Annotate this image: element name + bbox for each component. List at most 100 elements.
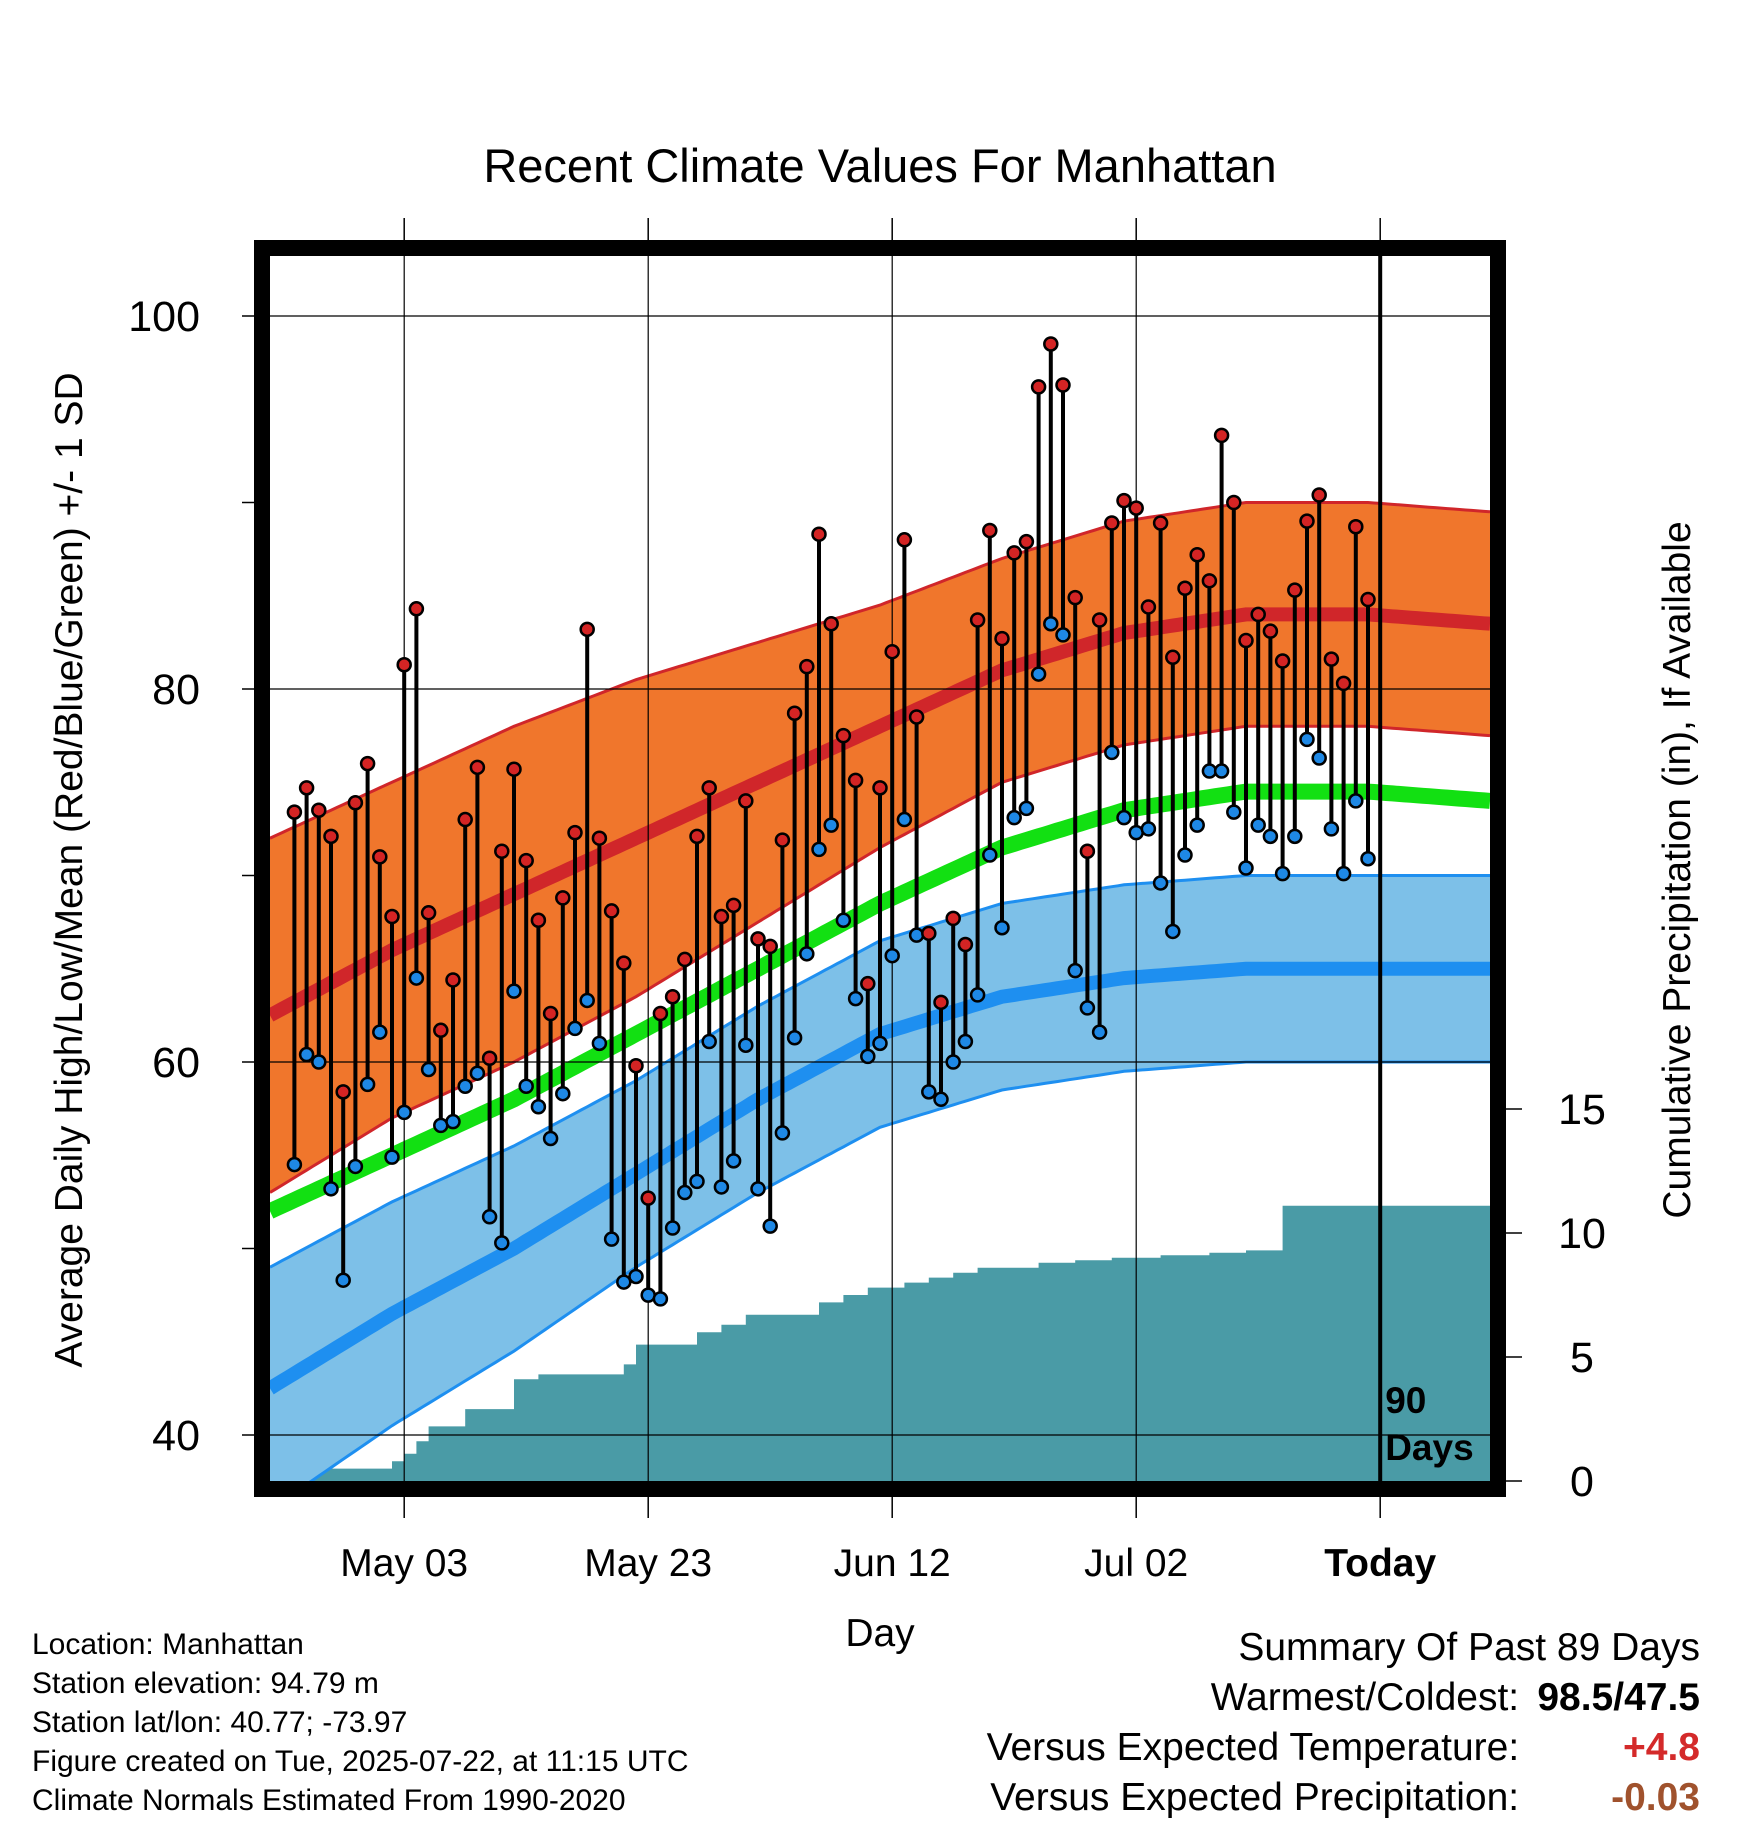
daily-high-point: [1360, 591, 1376, 608]
daily-high-point: [640, 1190, 656, 1206]
daily-high-point: [725, 897, 742, 914]
daily-high-point: [1226, 494, 1242, 511]
precip-anomaly-value: -0.03: [1611, 1776, 1700, 1819]
y-tick-label: 40: [152, 1412, 200, 1460]
temp-anomaly-label: Versus Expected Temperature:: [986, 1726, 1520, 1769]
daily-high-point: [1335, 675, 1352, 692]
daily-high-point: [762, 938, 778, 955]
daily-high-point: [652, 1005, 669, 1022]
temp-anomaly-row: Versus Expected Temperature: +4.8: [987, 1723, 1700, 1773]
temp-anomaly-value: +4.8: [1623, 1726, 1700, 1769]
daily-high-point: [396, 657, 412, 673]
y2-tick-label: 15: [1558, 1086, 1606, 1134]
daily-high-point: [494, 843, 510, 860]
x-tick-label: May 03: [340, 1542, 468, 1585]
daily-high-point: [1201, 573, 1218, 589]
daily-high-point: [811, 526, 827, 542]
daily-low-point: [933, 1091, 949, 1108]
daily-high-point: [957, 936, 974, 953]
axes: 40 60 80 100 0 5 10 15 May 03 May 23 Jun 12 Jul 02 T…: [128, 218, 1606, 1585]
daily-high-point: [384, 908, 400, 925]
today-days-label: Days: [1385, 1427, 1473, 1468]
daily-high-point: [1104, 515, 1120, 531]
daily-low-point: [823, 817, 839, 833]
daily-low-point: [579, 992, 595, 1009]
daily-low-point: [1226, 804, 1242, 820]
daily-high-point: [774, 832, 791, 848]
daily-high-point: [1091, 612, 1108, 628]
daily-high-point: [664, 988, 681, 1005]
daily-high-point: [469, 759, 486, 776]
daily-high-point: [750, 931, 766, 947]
daily-low-point: [908, 927, 925, 943]
daily-low-point: [750, 1181, 766, 1197]
daily-high-point: [1177, 580, 1193, 597]
daily-high-point: [1274, 653, 1291, 669]
daily-low-point: [542, 1130, 559, 1147]
y-tick-label: 100: [128, 293, 200, 341]
x-tick-label: Jul 02: [1084, 1542, 1188, 1585]
daily-low-point: [872, 1035, 888, 1052]
y-tick-label: 60: [152, 1039, 200, 1087]
y2-axis-label: Cumulative Precipitation (in), If Availa…: [1656, 521, 1699, 1218]
daily-low-point: [396, 1104, 412, 1121]
daily-high-point: [1128, 500, 1144, 516]
daily-high-point: [481, 1050, 498, 1067]
normals-text: Climate Normals Estimated From 1990-2020: [32, 1784, 626, 1817]
precip-anomaly-row: Versus Expected Precipitation: -0.03: [987, 1773, 1700, 1823]
daily-high-point: [457, 811, 473, 828]
daily-high-point: [1250, 606, 1266, 623]
daily-high-point: [1067, 589, 1083, 606]
daily-low-point: [677, 1184, 693, 1201]
daily-low-point: [1299, 731, 1315, 748]
daily-low-point: [1177, 847, 1193, 863]
daily-low-point: [811, 841, 827, 858]
daily-high-point: [530, 912, 547, 929]
daily-high-point: [1055, 377, 1071, 393]
location-text: Location: Manhattan: [32, 1628, 304, 1661]
daily-low-point: [896, 811, 913, 828]
chart-title: Recent Climate Values For Manhattan: [483, 139, 1276, 192]
daily-low-point: [1018, 800, 1035, 817]
daily-low-point: [1104, 744, 1120, 761]
daily-high-point: [1213, 427, 1230, 444]
daily-low-point: [420, 1061, 437, 1078]
daily-high-point: [518, 852, 534, 869]
daily-low-point: [1043, 615, 1059, 632]
daily-low-point: [1116, 809, 1132, 826]
daily-low-point: [957, 1033, 974, 1050]
daily-high-point: [689, 828, 705, 845]
daily-low-point: [1140, 821, 1157, 837]
daily-high-point: [542, 1005, 559, 1022]
daily-low-point: [652, 1291, 669, 1307]
daily-low-point: [298, 1046, 315, 1063]
daily-low-point: [616, 1274, 632, 1290]
daily-high-point: [982, 522, 998, 539]
daily-high-point: [408, 601, 425, 617]
daily-high-point: [1189, 546, 1205, 563]
daily-high-point: [969, 612, 986, 628]
daily-low-point: [1274, 865, 1291, 882]
daily-low-point: [884, 947, 900, 964]
daily-low-point: [799, 946, 815, 962]
daily-high-point: [896, 532, 913, 548]
high-band-upper-edge: [270, 501, 1490, 840]
warmest-coldest-value: 98.5/47.5: [1537, 1676, 1700, 1719]
daily-low-point: [774, 1125, 791, 1141]
daily-high-point: [945, 910, 961, 927]
daily-low-point: [469, 1065, 486, 1081]
daily-low-point: [384, 1149, 400, 1165]
y2-tick-label: 10: [1558, 1210, 1606, 1258]
daily-high-point: [359, 755, 376, 772]
daily-low-point: [347, 1158, 364, 1175]
daily-low-point: [359, 1076, 376, 1093]
daily-high-point: [872, 780, 888, 796]
daily-high-point: [286, 804, 303, 820]
gridlines: 90 Days: [270, 256, 1490, 1481]
plot-frame: [254, 240, 1506, 1497]
daily-low-point: [762, 1218, 778, 1234]
daily-low-point: [1323, 821, 1340, 837]
daily-low-point: [701, 1033, 717, 1050]
daily-low-point: [664, 1220, 681, 1236]
